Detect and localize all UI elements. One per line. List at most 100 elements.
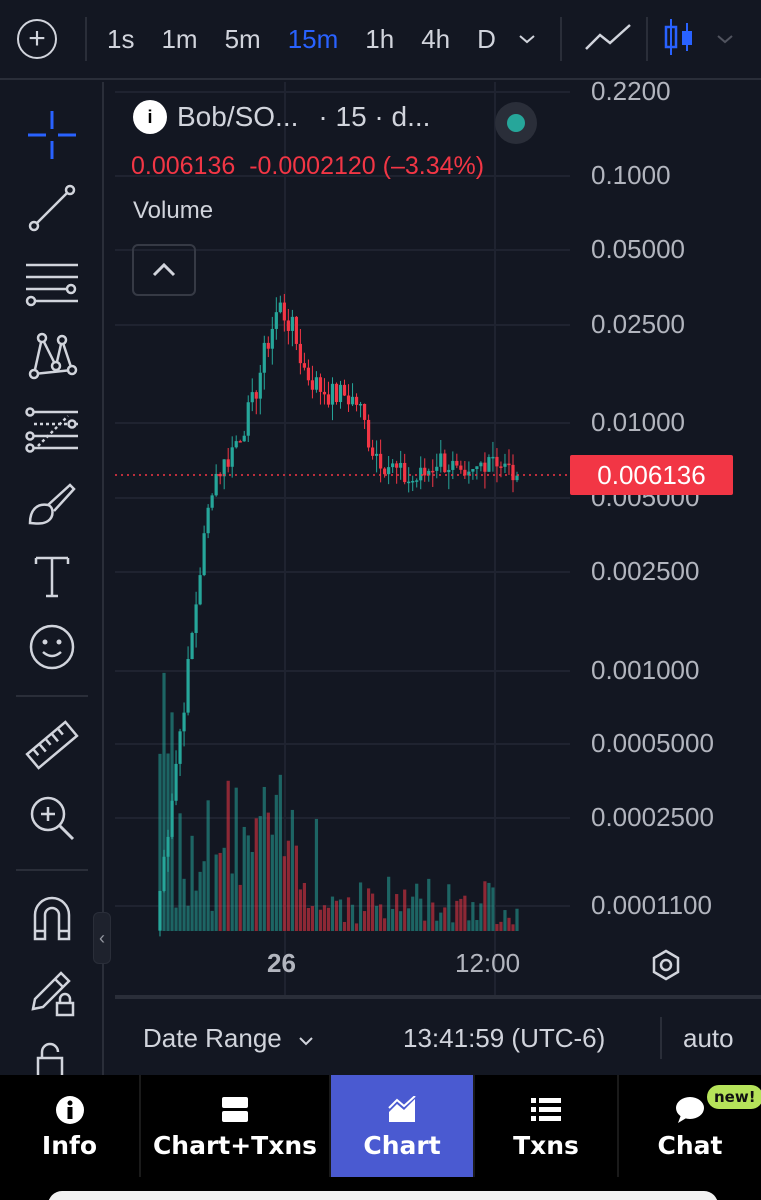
- candle-body: [338, 384, 343, 403]
- candle-body: [166, 836, 170, 857]
- candle-body: [194, 604, 198, 633]
- candle-body: [282, 302, 286, 321]
- candle-body: [487, 457, 491, 472]
- timeframe-1s[interactable]: 1s: [107, 23, 135, 54]
- text-icon[interactable]: [24, 548, 80, 604]
- timeframe-1m[interactable]: 1m: [161, 23, 198, 54]
- chart-pane[interactable]: i Bob/SO... · 15 · d... 0.006136 -0.0002…: [115, 76, 761, 997]
- volume-bar: [302, 882, 307, 931]
- chevron-down-icon[interactable]: [716, 28, 734, 51]
- timeframe-d[interactable]: D: [477, 23, 496, 54]
- candle-body: [362, 403, 367, 420]
- volume-bar: [254, 818, 258, 931]
- volume-bar: [362, 911, 367, 931]
- pattern-icon[interactable]: [24, 328, 80, 384]
- timeframe-4h[interactable]: 4h: [421, 23, 451, 54]
- magnet-icon[interactable]: [24, 890, 80, 946]
- toolbar-divider-2: [16, 869, 88, 871]
- symbol-name[interactable]: Bob/SO...: [177, 101, 299, 132]
- candle-body: [415, 480, 419, 482]
- candle-body: [218, 473, 222, 477]
- volume-bar: [206, 800, 210, 931]
- fib-levels-icon[interactable]: [24, 402, 80, 458]
- timeframe-15m[interactable]: 15m: [287, 23, 339, 54]
- ruler-icon[interactable]: [24, 717, 80, 773]
- volume-bar: [463, 895, 467, 931]
- candle-body: [443, 453, 447, 473]
- auto-scale-button[interactable]: auto: [683, 1023, 734, 1053]
- market-status-indicator[interactable]: [495, 102, 537, 144]
- candle-body: [407, 481, 411, 484]
- volume-bar: [326, 907, 331, 931]
- timeframe-1h[interactable]: 1h: [365, 23, 395, 54]
- price-axis-label: 0.02500: [591, 309, 685, 339]
- crosshair-icon[interactable]: [24, 107, 80, 163]
- nav-info[interactable]: Info: [0, 1075, 141, 1177]
- emoji-icon[interactable]: [24, 619, 80, 675]
- nav-chart-txns[interactable]: Chart+Txns: [141, 1075, 331, 1177]
- nav-chat[interactable]: Chat new!: [619, 1075, 761, 1177]
- clock-timezone[interactable]: 13:41:59 (UTC-6): [403, 1023, 606, 1053]
- volume-bar: [266, 812, 270, 931]
- price-chart[interactable]: [115, 82, 761, 997]
- candle-body: [455, 460, 459, 466]
- nav-txns[interactable]: Txns: [475, 1075, 619, 1177]
- volume-bar: [455, 900, 459, 931]
- line-chart-icon[interactable]: [584, 21, 632, 58]
- candle-body: [354, 396, 359, 405]
- trend-line-icon[interactable]: [24, 180, 80, 236]
- volume-bar: [467, 920, 471, 931]
- volume-bar: [419, 898, 423, 931]
- candle-body: [290, 316, 294, 331]
- collapse-toolbar-button[interactable]: ‹: [93, 912, 111, 964]
- volume-bar: [507, 917, 511, 931]
- candle-body: [399, 462, 403, 468]
- chart-status-bar: Date Range 13:41:59 (UTC-6) auto: [115, 997, 761, 1075]
- volume-bar: [238, 884, 242, 931]
- candle-body: [318, 377, 323, 392]
- candlestick-icon[interactable]: [662, 17, 696, 62]
- date-range-button[interactable]: Date Range: [143, 1023, 315, 1054]
- nav-txns-label: Txns: [513, 1130, 579, 1160]
- candle-body: [395, 463, 399, 468]
- volume-bar: [427, 878, 431, 931]
- candle-body: [262, 342, 266, 373]
- volume-bar: [407, 908, 411, 931]
- volume-bar: [439, 912, 443, 931]
- candle-body: [234, 441, 238, 448]
- volume-bar: [350, 904, 355, 931]
- candle-body: [411, 480, 415, 483]
- candle-body: [298, 343, 302, 364]
- chevron-down-icon[interactable]: [518, 28, 536, 51]
- chart-settings-icon[interactable]: [649, 948, 683, 987]
- unlock-icon[interactable]: [24, 1040, 80, 1076]
- candle-body: [387, 467, 391, 475]
- volume-bar: [354, 923, 359, 931]
- volume-bar: [391, 908, 395, 931]
- candle-body: [479, 462, 483, 467]
- legend-change: -0.0002120: [249, 152, 376, 180]
- timeframe-5m[interactable]: 5m: [224, 23, 261, 54]
- volume-bar: [358, 882, 363, 931]
- candle-body: [459, 465, 463, 470]
- candle-body: [439, 453, 443, 467]
- zoom-in-icon[interactable]: [24, 790, 80, 846]
- brush-icon[interactable]: [24, 475, 80, 531]
- price-axis-label: 0.0005000: [591, 728, 714, 758]
- nav-chart[interactable]: Chart: [331, 1075, 475, 1177]
- volume-bar: [435, 920, 439, 931]
- horizontal-lines-icon[interactable]: [24, 255, 80, 311]
- system-bar: [0, 1177, 761, 1200]
- candle-body: [162, 856, 166, 892]
- candle-body: [254, 392, 258, 399]
- toolbar-divider: [85, 17, 87, 61]
- volume-legend[interactable]: Volume: [133, 197, 214, 224]
- lock-drawing-icon[interactable]: [24, 964, 80, 1020]
- drawing-toolbar: [0, 82, 104, 1076]
- plus-circle-icon[interactable]: +: [17, 19, 57, 59]
- collapse-legend-button[interactable]: [132, 244, 196, 296]
- volume-bar: [194, 890, 198, 931]
- candle-body: [483, 462, 487, 472]
- candle-body: [383, 468, 387, 475]
- volume-bar: [479, 903, 483, 931]
